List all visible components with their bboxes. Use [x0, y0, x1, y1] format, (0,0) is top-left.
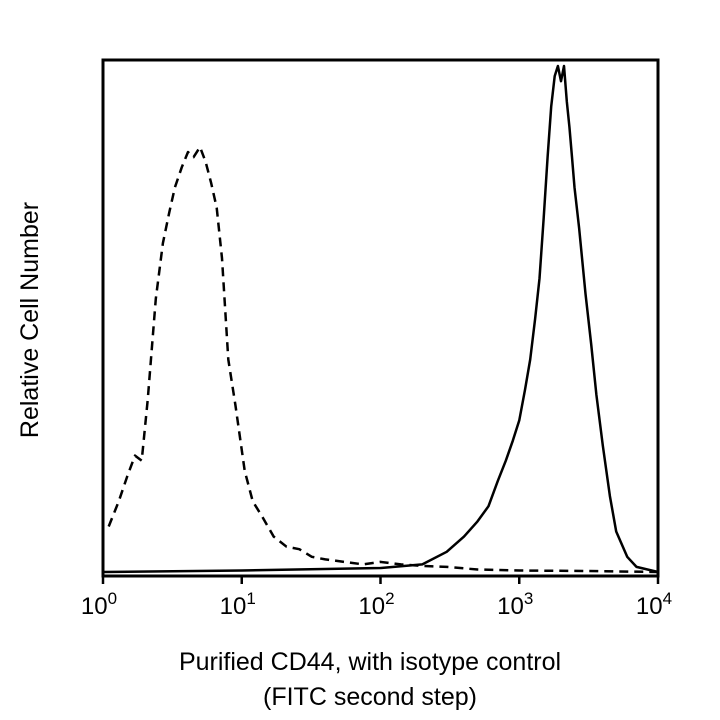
plot-area: [102, 64, 659, 574]
series-line-isotype-control: [107, 145, 659, 574]
y-axis-label: Relative Cell Number: [16, 202, 44, 438]
x-tick-label: 100: [81, 589, 117, 620]
x-axis-label-line-2: (FITC second step): [263, 683, 477, 711]
x-axis: 100 101 102 103 104: [81, 576, 672, 620]
x-axis-label-line-1: Purified CD44, with isotype control: [179, 648, 561, 676]
x-tick-label: 101: [220, 589, 256, 620]
plot-frame: [101, 58, 660, 578]
x-tick-label: 103: [497, 589, 533, 620]
x-tick-label: 104: [636, 589, 672, 620]
x-tick-label: 102: [358, 589, 394, 620]
series-line-cd44: [102, 64, 659, 574]
